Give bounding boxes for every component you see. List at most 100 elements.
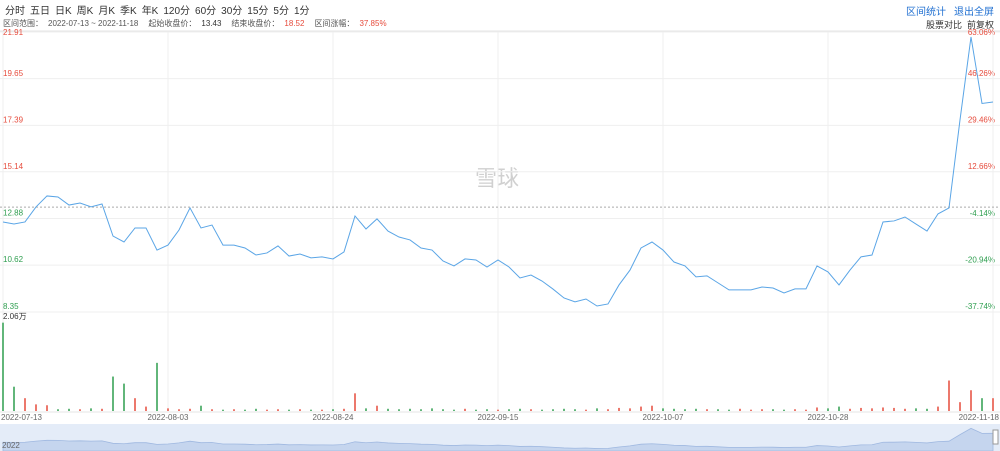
info-label: 起始收盘价： (148, 19, 197, 28)
volume-bar (497, 409, 499, 411)
volume-bar (530, 409, 532, 411)
info-item: 结束收盘价： 18.52 (231, 19, 309, 28)
range-info: 区间范围： 2022-07-13 ~ 2022-11-18 起始收盘价： 13.43 结… (3, 18, 397, 29)
info-item: 起始收盘价： 13.43 (148, 19, 226, 28)
period-tab[interactable]: 周K (76, 5, 94, 17)
volume-bar (860, 407, 862, 411)
volume-bar (442, 409, 444, 411)
volume-bar (838, 406, 840, 411)
volume-bar (343, 408, 345, 411)
volume-bar (299, 409, 301, 411)
y-tick-label: 8.35 (3, 302, 19, 311)
volume-bar (101, 408, 103, 411)
y2-tick-label: 63.06% (968, 28, 995, 37)
volume-bar (937, 406, 939, 411)
period-tab[interactable]: 1分 (293, 5, 310, 17)
volume-bar (739, 408, 741, 411)
volume-bar (926, 408, 928, 411)
volume-bar (662, 408, 664, 411)
volume-bar (68, 408, 70, 411)
volume-bar (189, 408, 191, 411)
period-tab[interactable]: 季K (120, 5, 137, 17)
info-item: 区间涨幅： 37.85% (314, 19, 391, 28)
volume-bar (805, 409, 807, 411)
volume-bar (255, 408, 257, 411)
volume-bar (266, 409, 268, 411)
volume-bar (640, 406, 642, 411)
volume-bar (486, 409, 488, 411)
volume-bar (563, 408, 565, 411)
y-tick-label: 12.88 (3, 209, 24, 218)
volume-bar (552, 409, 554, 411)
period-toolbar: 分时 五日 日K 周K 月K 季K 年K 120分 60分 30分 15分 5分 1分 (0, 0, 1000, 18)
volume-bar (123, 383, 125, 411)
volume-bar (959, 402, 961, 411)
volume-bar (882, 407, 884, 411)
action-link[interactable]: 区间统计 (906, 7, 946, 18)
y-tick-label: 15.14 (3, 162, 24, 171)
volume-bar (134, 398, 136, 411)
price-line (2, 36, 994, 307)
volume-bar (431, 408, 433, 411)
volume-bar (783, 409, 785, 411)
info-value: 18.52 (284, 19, 305, 28)
period-tab[interactable]: 5分 (273, 5, 289, 17)
volume-bar (475, 409, 477, 411)
x-tick-label: 2022-07-13 (1, 413, 42, 422)
x-tick-label: 2022-08-03 (148, 413, 189, 422)
period-tab[interactable]: 15分 (247, 5, 269, 17)
volume-bar (948, 380, 950, 411)
volume-bar (794, 409, 796, 411)
period-tab[interactable]: 五日 (30, 5, 50, 17)
volume-bar (827, 408, 829, 411)
y2-tick-label: 12.66% (968, 162, 995, 171)
volume-bar (354, 393, 356, 411)
volume-bar (981, 398, 983, 411)
y2-tick-label: -20.94% (965, 255, 995, 264)
volume-bar (310, 409, 312, 411)
volume-bar (673, 408, 675, 411)
info-value: 13.43 (201, 19, 222, 28)
volume-bar (717, 409, 719, 411)
navigator-handle[interactable] (992, 429, 999, 445)
volume-bar (519, 408, 521, 411)
period-tab[interactable]: 120分 (163, 5, 191, 17)
volume-bar (420, 409, 422, 411)
volume-bar (46, 405, 48, 411)
volume-bar (233, 409, 235, 411)
volume-bar (178, 409, 180, 411)
volume-bar (79, 409, 81, 411)
volume-tick-label: 2.06万 (3, 312, 27, 321)
actions: 区间统计 退出全屏 (898, 3, 994, 18)
volume-bar (409, 408, 411, 411)
volume-bar (508, 409, 510, 411)
volume-bar (915, 408, 917, 411)
y-tick-label: 19.65 (3, 69, 24, 78)
info-label: 区间范围： (3, 19, 43, 28)
info-label: 区间涨幅： (314, 19, 355, 28)
volume-bar (35, 404, 37, 411)
info-label: 结束收盘价： (231, 19, 280, 28)
option-link[interactable]: 股票对比 (925, 20, 962, 30)
volume-bar (904, 408, 906, 411)
volume-bar (607, 409, 609, 411)
action-link[interactable]: 退出全屏 (954, 7, 994, 18)
volume-bar (893, 407, 895, 411)
period-tab[interactable]: 年K (141, 5, 159, 17)
period-tab[interactable]: 月K (98, 5, 116, 17)
x-tick-label: 2022-10-28 (808, 413, 849, 422)
volume-bar (2, 322, 4, 411)
period-tab[interactable]: 日K (55, 5, 72, 17)
volume-bar (365, 408, 367, 411)
volume-bar (970, 390, 972, 411)
x-tick-label: 2022-08-24 (313, 413, 354, 422)
volume-bar (321, 409, 323, 411)
period-tab[interactable]: 分时 (5, 5, 25, 17)
volume-bar (453, 409, 455, 411)
volume-bar (695, 408, 697, 411)
option-link[interactable]: 前复权 (966, 20, 994, 30)
period-tab[interactable]: 60分 (195, 5, 217, 17)
period-tab[interactable]: 30分 (221, 5, 243, 17)
volume-bar (761, 409, 763, 411)
